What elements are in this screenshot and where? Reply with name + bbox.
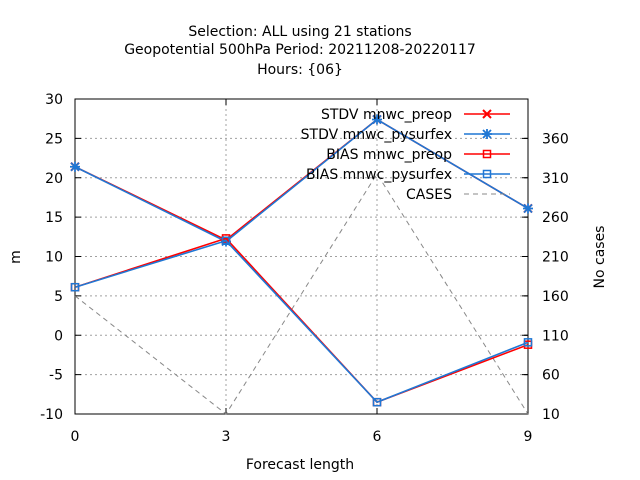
y2-tick-label: 160 xyxy=(542,289,569,305)
x-tick-label: 6 xyxy=(373,429,382,445)
legend-entry-bias-mnwc-pysurfex: BIAS mnwc_pysurfex xyxy=(306,167,510,183)
axes: -10 -5 0 5 10 15 20 25 30 10 60 110 160 210 260 310 360 0… xyxy=(40,92,569,445)
y2-tick-label: 110 xyxy=(542,328,569,344)
y2-tick-label: 210 xyxy=(542,250,569,266)
data-point-square-marker xyxy=(523,338,533,347)
data-point-star-marker xyxy=(70,161,80,172)
data-point-square-marker xyxy=(482,149,492,159)
legend-label: CASES xyxy=(406,187,452,203)
series-line-stdv-mnwc-pysurfex xyxy=(74,118,529,243)
series-line-bias-mnwc-preop xyxy=(74,237,529,404)
x-tick-label: 0 xyxy=(71,429,80,445)
y-tick-label: 5 xyxy=(54,289,63,305)
series-cases xyxy=(74,172,529,415)
series-line-cases xyxy=(74,172,529,415)
y-tick-label: 15 xyxy=(45,210,63,226)
data-point-star-marker xyxy=(523,203,533,214)
chart-title-line-3: Hours: {06} xyxy=(257,62,343,78)
series-layer xyxy=(70,114,533,415)
data-point-star-marker xyxy=(482,129,492,139)
chart-title: Selection: ALL using 21 stations Geopote… xyxy=(124,24,476,78)
data-point-square-marker xyxy=(70,282,80,292)
y-tick-label: 0 xyxy=(54,328,63,344)
y2-tick-label: 360 xyxy=(542,131,569,147)
y2-axis-label: No cases xyxy=(592,226,608,289)
legend-entry-stdv-mnwc-pysurfex: STDV mnwc_pysurfex xyxy=(301,127,510,143)
y2-tick-label: 310 xyxy=(542,171,569,187)
legend-entry-cases: CASES xyxy=(406,187,510,203)
x-tick-label: 9 xyxy=(524,429,533,445)
legend-entry-bias-mnwc-preop: BIAS mnwc_preop xyxy=(326,147,510,163)
x-axis-label: Forecast length xyxy=(246,457,354,473)
y-tick-label: 20 xyxy=(45,171,63,187)
data-point-square-marker xyxy=(372,397,382,407)
legend-label: STDV mnwc_pysurfex xyxy=(301,127,452,143)
y-tick-label: -10 xyxy=(40,407,63,423)
legend-label: BIAS mnwc_pysurfex xyxy=(306,167,452,183)
series-bias-mnwc-preop xyxy=(70,234,533,407)
data-point-square-marker xyxy=(482,169,492,179)
y-axis-label: m xyxy=(8,250,24,264)
y2-tick-label: 10 xyxy=(542,407,560,423)
legend-entry-stdv-mnwc-preop: STDV mnwc_preop xyxy=(321,107,510,123)
y-tick-label: 25 xyxy=(45,131,63,147)
legend: STDV mnwc_preop STDV mnwc_pysurfex BIAS mn… xyxy=(301,107,510,203)
y-tick-label: 10 xyxy=(45,250,63,266)
chart-title-line-2: Geopotential 500hPa Period: 20211208-202… xyxy=(124,42,476,58)
grid xyxy=(75,99,528,414)
legend-label: STDV mnwc_preop xyxy=(321,107,452,123)
series-line-bias-mnwc-pysurfex xyxy=(74,239,529,404)
y-tick-label: -5 xyxy=(49,368,63,384)
data-point-square-marker xyxy=(221,236,231,245)
chart-title-line-1: Selection: ALL using 21 stations xyxy=(188,24,411,40)
data-point-x-marker xyxy=(482,109,492,119)
data-point-star-marker xyxy=(372,114,382,125)
y-tick-label: 30 xyxy=(45,92,63,108)
legend-label: BIAS mnwc_preop xyxy=(326,147,452,163)
x-tick-label: 3 xyxy=(222,429,231,445)
y2-tick-label: 60 xyxy=(542,368,560,384)
series-bias-mnwc-pysurfex xyxy=(70,236,533,407)
y2-tick-label: 260 xyxy=(542,210,569,226)
